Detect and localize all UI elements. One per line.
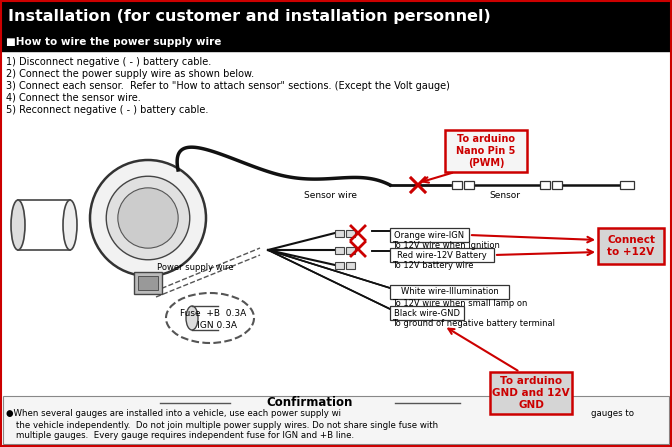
- Bar: [390, 228, 469, 242]
- Text: To 12V battery wire: To 12V battery wire: [392, 261, 474, 270]
- Text: Red wire-12V Battery: Red wire-12V Battery: [397, 250, 487, 260]
- Bar: [335, 247, 344, 254]
- Ellipse shape: [11, 200, 25, 250]
- Text: multiple gauges.  Every gauge requires independent fuse for IGN and +B line.: multiple gauges. Every gauge requires in…: [16, 431, 354, 440]
- Circle shape: [90, 160, 206, 276]
- Ellipse shape: [186, 306, 198, 330]
- Text: Connect
to +12V: Connect to +12V: [607, 235, 655, 257]
- Text: To 12V wire when ignition: To 12V wire when ignition: [392, 241, 500, 250]
- Circle shape: [106, 176, 190, 260]
- Text: To arduino
Nano Pin 5
(PWM): To arduino Nano Pin 5 (PWM): [456, 135, 515, 168]
- Text: 1) Disconnect negative ( - ) battery cable.: 1) Disconnect negative ( - ) battery cab…: [6, 57, 211, 67]
- Text: To 12V wire when small lamp on: To 12V wire when small lamp on: [392, 299, 528, 308]
- Text: Black wire-GND: Black wire-GND: [394, 308, 460, 317]
- Bar: [445, 130, 527, 172]
- Text: To arduino
GND and 12V
GND: To arduino GND and 12V GND: [492, 376, 570, 409]
- Text: 4) Connect the sensor wire.: 4) Connect the sensor wire.: [6, 93, 140, 103]
- Bar: [134, 272, 162, 294]
- Text: To ground of negative battery terminal: To ground of negative battery terminal: [392, 320, 555, 329]
- Bar: [0, 33, 672, 51]
- Bar: [598, 228, 664, 264]
- Bar: [138, 276, 158, 290]
- Bar: [346, 247, 355, 254]
- Text: ■How to wire the power supply wire: ■How to wire the power supply wire: [6, 37, 221, 47]
- Bar: [452, 181, 462, 189]
- Ellipse shape: [63, 200, 77, 250]
- Text: Installation (for customer and installation personnel): Installation (for customer and installat…: [8, 8, 491, 24]
- Text: Power supply wire: Power supply wire: [157, 263, 233, 273]
- Bar: [490, 372, 572, 414]
- Bar: [620, 181, 634, 189]
- Bar: [552, 181, 562, 189]
- Bar: [3, 396, 669, 444]
- Text: Sensor wire: Sensor wire: [304, 191, 357, 201]
- Text: ●When several gauges are installed into a vehicle, use each power supply wi: ●When several gauges are installed into …: [6, 409, 341, 418]
- Bar: [346, 230, 355, 237]
- Bar: [390, 306, 464, 320]
- Bar: [390, 248, 494, 262]
- Text: Confirmation: Confirmation: [267, 396, 353, 409]
- Bar: [390, 285, 509, 299]
- Bar: [0, 0, 672, 33]
- Bar: [335, 230, 344, 237]
- Text: 3) Connect each sensor.  Refer to "How to attach sensor" sections. (Except the V: 3) Connect each sensor. Refer to "How to…: [6, 81, 450, 91]
- Text: IGN 0.3A: IGN 0.3A: [180, 320, 237, 329]
- Text: 2) Connect the power supply wire as shown below.: 2) Connect the power supply wire as show…: [6, 69, 254, 79]
- Bar: [464, 181, 474, 189]
- Text: Fuse  +B  0.3A: Fuse +B 0.3A: [180, 309, 246, 319]
- Text: the vehicle independently.  Do not join multiple power supply wires. Do not shar: the vehicle independently. Do not join m…: [16, 421, 438, 430]
- Text: 5) Reconnect negative ( - ) battery cable.: 5) Reconnect negative ( - ) battery cabl…: [6, 105, 208, 115]
- Text: Orange wire-IGN: Orange wire-IGN: [394, 231, 464, 240]
- Bar: [335, 262, 344, 269]
- Text: Sensor: Sensor: [489, 191, 521, 201]
- Bar: [346, 262, 355, 269]
- Text: White wire-Illumination: White wire-Illumination: [401, 287, 499, 296]
- Circle shape: [118, 188, 178, 248]
- Text: gauges to: gauges to: [591, 409, 634, 418]
- Bar: [540, 181, 550, 189]
